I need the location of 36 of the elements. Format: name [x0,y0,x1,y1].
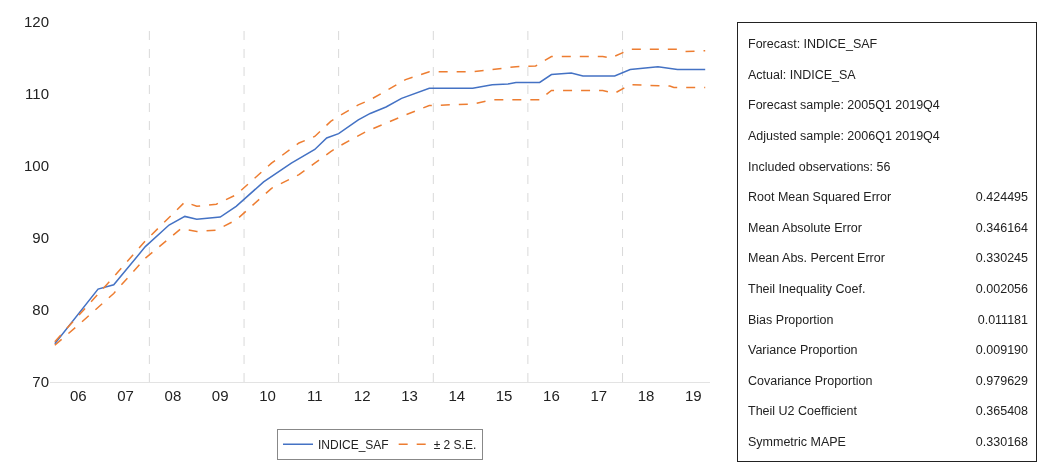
y-tick-label: 90 [32,229,49,247]
x-tick-label: 11 [306,387,323,404]
x-tick-label: 09 [211,387,229,404]
x-tick-label: 12 [353,387,371,404]
text: Adjusted sample: 2006Q1 2019Q4 [748,129,940,144]
x-tick-label: 19 [684,387,702,404]
text: Symmetric MAPE 0.330168 [748,435,1028,450]
text: Forecast: INDICE_SAF [748,37,878,52]
y-tick-label: 70 [32,373,49,391]
text: Theil U2 Coefficient 0.365408 [748,404,1028,419]
text: Variance Proportion 0.009190 [748,343,1028,358]
legend-label: ± 2 S.E. [433,437,477,452]
y-tick-label: 120 [23,13,49,31]
legend-label: INDICE_SAF [318,437,389,452]
text: Forecast sample: 2005Q1 2019Q4 [748,98,940,113]
x-tick-label: 18 [637,387,655,404]
x-tick-label: 08 [164,387,182,404]
x-tick-label: 06 [69,387,87,404]
text: Bias Proportion 0.011181 [748,312,1028,327]
text: Actual: INDICE_SA [748,67,856,82]
x-tick-label: 15 [495,387,513,404]
text: Mean Absolute Error 0.346164 [748,220,1028,235]
text: Included observations: 56 [748,159,891,174]
text: Covariance Proportion 0.979629 [748,373,1028,388]
x-tick-label: 16 [543,387,560,404]
x-tick-label: 07 [117,387,134,404]
x-tick-label: 14 [448,387,466,404]
y-tick-label: 110 [25,85,49,103]
y-tick-label: 80 [32,301,49,319]
x-tick-label: 10 [259,387,276,404]
text: Mean Abs. Percent Error 0.330245 [748,251,1028,266]
text: Theil Inequality Coef. 0.002056 [748,282,1028,297]
x-tick-label: 17 [590,387,608,404]
x-tick-label: 13 [401,387,418,404]
y-tick-label: 100 [23,157,49,175]
text: Root Mean Squared Error 0.424495 [748,190,1028,205]
